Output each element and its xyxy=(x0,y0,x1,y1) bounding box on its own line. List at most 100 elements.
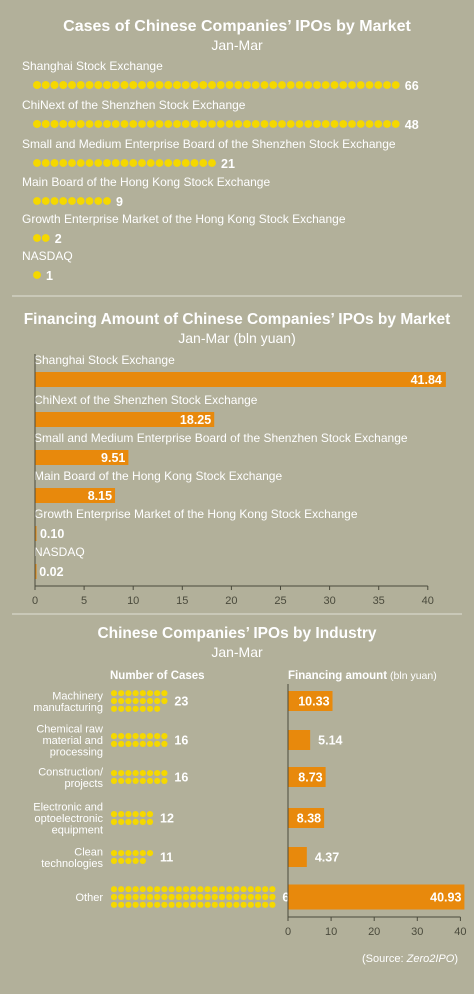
case-dot xyxy=(262,893,269,901)
case-dot xyxy=(33,159,41,167)
case-dot xyxy=(197,886,204,893)
case-dot xyxy=(139,733,146,740)
industry-label: Machinery xyxy=(52,690,103,702)
case-dot xyxy=(132,697,139,705)
value-label: 48 xyxy=(405,118,419,132)
number-of-cases-header: Number of Cases xyxy=(110,670,205,682)
case-dot xyxy=(304,81,313,89)
case-dot xyxy=(118,690,125,697)
case-dot xyxy=(110,740,118,748)
case-dot xyxy=(218,901,226,908)
x-tick-label: 30 xyxy=(323,595,335,607)
case-dot xyxy=(125,811,132,818)
case-dot xyxy=(110,770,118,777)
case-dot xyxy=(138,120,146,128)
case-dot xyxy=(120,159,129,167)
case-dot xyxy=(161,697,168,705)
case-dot xyxy=(125,733,132,740)
industry-label: Construction/ xyxy=(38,766,104,778)
case-dot xyxy=(33,81,41,89)
case-dot xyxy=(139,740,146,748)
value-label: 41.84 xyxy=(411,373,442,387)
case-dot xyxy=(175,901,182,908)
case-dot xyxy=(41,120,50,128)
case-dot xyxy=(190,81,199,89)
case-dot xyxy=(76,159,85,167)
case-dot xyxy=(146,770,154,777)
financing-by-market-subtitle: Jan-Mar (bln yuan) xyxy=(178,330,296,346)
case-dot xyxy=(146,733,154,740)
case-dot xyxy=(146,901,154,908)
x-tick-label: 20 xyxy=(225,595,237,607)
case-dot xyxy=(240,886,247,893)
case-dot xyxy=(85,159,94,167)
case-dot xyxy=(356,120,365,128)
ipos-by-industry-section: Chinese Companies’ IPOs by Industry Jan-… xyxy=(33,625,466,938)
case-dot xyxy=(59,120,68,128)
case-dot xyxy=(208,159,216,167)
value-label: 4.37 xyxy=(315,851,339,865)
case-dot xyxy=(218,893,226,901)
case-dot xyxy=(260,81,269,89)
case-dot xyxy=(125,740,132,748)
case-dot xyxy=(391,81,400,89)
case-dot xyxy=(41,234,50,242)
case-dot xyxy=(33,271,41,279)
case-dot xyxy=(251,120,260,128)
industry-label: material and xyxy=(42,735,103,747)
case-dot xyxy=(295,120,304,128)
case-dot xyxy=(132,811,139,818)
case-dot xyxy=(125,818,132,826)
case-dot xyxy=(155,81,164,89)
case-dot xyxy=(204,901,211,908)
x-tick-label: 30 xyxy=(411,926,423,938)
case-dot xyxy=(233,893,240,901)
case-dot xyxy=(269,120,278,128)
case-dot xyxy=(247,886,254,893)
category-label: Small and Medium Enterprise Board of the… xyxy=(34,431,408,445)
case-dot xyxy=(125,857,132,865)
category-label: NASDAQ xyxy=(22,249,73,263)
case-dot xyxy=(139,850,146,857)
case-dot xyxy=(138,159,146,167)
case-dot xyxy=(339,81,348,89)
value-label: 16 xyxy=(174,771,188,785)
industry-label: optoelectronic xyxy=(35,813,104,825)
case-dot xyxy=(125,690,132,697)
case-dot xyxy=(190,159,199,167)
case-dot xyxy=(161,690,168,697)
case-dot xyxy=(146,740,154,748)
case-dot xyxy=(208,120,216,128)
case-dot xyxy=(233,901,240,908)
case-dot xyxy=(120,81,129,89)
case-dot xyxy=(321,120,330,128)
x-tick-label: 40 xyxy=(454,926,466,938)
case-dot xyxy=(110,777,118,785)
value-label: 0.02 xyxy=(39,565,63,579)
case-dot xyxy=(132,857,139,865)
case-dot xyxy=(154,705,161,712)
industry-label: Clean xyxy=(74,846,103,858)
case-dot xyxy=(76,81,85,89)
case-dot xyxy=(50,81,59,89)
case-dot xyxy=(132,770,139,777)
category-label: Small and Medium Enterprise Board of the… xyxy=(22,137,396,151)
case-dot xyxy=(146,690,154,697)
case-dot xyxy=(243,81,251,89)
financing-bar xyxy=(35,450,129,465)
case-dot xyxy=(118,811,125,818)
case-dot xyxy=(68,81,76,89)
case-dot xyxy=(204,886,211,893)
case-dot xyxy=(262,901,269,908)
case-dot xyxy=(110,811,118,818)
case-dot xyxy=(146,811,154,818)
case-dot xyxy=(76,197,85,205)
case-dot xyxy=(197,901,204,908)
case-dot xyxy=(59,197,68,205)
case-dot xyxy=(254,893,262,901)
case-dot xyxy=(118,733,125,740)
cases-by-market-subtitle: Jan-Mar xyxy=(211,37,263,53)
financing-by-market-section: Financing Amount of Chinese Companies’ I… xyxy=(24,311,451,607)
case-dot xyxy=(216,120,225,128)
financing-bar xyxy=(35,564,37,579)
